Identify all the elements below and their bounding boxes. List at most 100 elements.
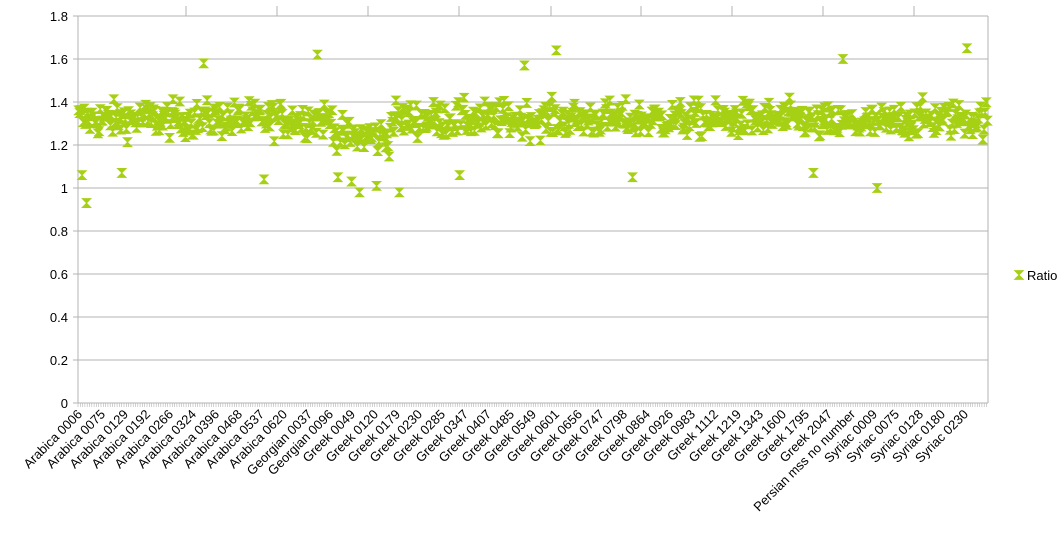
ratio-point [302, 106, 314, 117]
ratio-point [633, 99, 645, 110]
axes [77, 6, 989, 407]
ratio-point [108, 94, 120, 105]
ratio-point [656, 110, 668, 121]
y-tick-label: 0 [61, 396, 68, 411]
ratio-point [258, 174, 270, 185]
ratio-point [174, 96, 186, 107]
ratio-point [814, 130, 826, 141]
ratio-point [455, 120, 467, 130]
ratio-point [867, 104, 879, 115]
ratio-point [197, 122, 209, 133]
ratio-point [268, 136, 280, 147]
ratio-point [318, 99, 330, 110]
ratio-point [670, 120, 682, 131]
ratio-point [807, 168, 819, 178]
ratio-point [620, 94, 632, 105]
y-tick-label: 0.8 [50, 224, 68, 239]
ratio-point [354, 187, 365, 198]
ratio-point [534, 135, 546, 146]
ratio-point [164, 132, 176, 143]
ratio-point [674, 97, 686, 107]
legend-marker-icon [1013, 270, 1025, 280]
ratio-point [327, 137, 339, 147]
y-tick-label: 1.8 [50, 9, 68, 24]
ratio-point [980, 97, 992, 108]
ratio-point [960, 109, 972, 120]
ratio-point [826, 114, 838, 124]
ratio-point [454, 170, 466, 180]
y-tick-label: 0.6 [50, 267, 68, 282]
ratio-point [489, 120, 501, 131]
y-tick-label: 1.4 [50, 95, 68, 110]
ratio-point [977, 134, 989, 145]
ratio-point [390, 95, 402, 106]
ratio-point [553, 125, 565, 136]
ratio-point [191, 98, 203, 109]
ratio-point [846, 109, 858, 120]
ratio-point [635, 126, 646, 137]
ratio-point [898, 127, 910, 138]
ratio-point [542, 116, 554, 126]
ratio-point [198, 58, 210, 69]
y-tick-label: 1.6 [50, 52, 68, 67]
ratio-point [736, 109, 748, 119]
ratio-point [428, 97, 439, 107]
ratio-point [784, 92, 795, 103]
y-tick-label: 0.2 [50, 353, 68, 368]
legend-marker-ratio [1013, 270, 1025, 280]
ratio-point [331, 145, 343, 156]
ratio-point [81, 198, 92, 208]
ratio-point [871, 183, 883, 193]
ratio-point [763, 97, 775, 108]
ratio-point [492, 128, 504, 139]
ratio-point [382, 141, 394, 151]
ratio-point [710, 95, 722, 106]
ratio-point [201, 95, 213, 106]
ratio-point [93, 126, 105, 137]
ratio-point [412, 133, 424, 143]
ratio-point [453, 97, 464, 108]
ratio-point [557, 106, 569, 117]
ratio-point [165, 119, 177, 129]
ratio-point [122, 137, 133, 148]
legend-label-ratio: Ratio [1027, 268, 1057, 283]
ratio-point [604, 95, 616, 106]
ratio-point [837, 54, 849, 64]
ratio-point [311, 49, 323, 60]
ratio-point [546, 91, 558, 102]
legend: Ratio [1013, 268, 1057, 283]
ratio-point [255, 104, 267, 115]
ratio-point [914, 101, 926, 112]
ratio-point [917, 92, 929, 103]
ratio-point [317, 129, 329, 140]
ratio-point [564, 124, 576, 135]
ratio-point [549, 104, 561, 115]
ratio-point [434, 100, 446, 111]
ratio-point [310, 127, 322, 138]
ratio-point [943, 102, 955, 112]
y-axis-tick-labels: 0 0.2 0.4 0.6 0.8 1 1.2 1.4 1.6 1.8 [50, 9, 68, 411]
ratio-point [912, 128, 924, 139]
ratio-point [410, 100, 422, 111]
ratio-point [231, 115, 243, 126]
ratio-point [375, 119, 387, 130]
ratio-point [120, 124, 132, 134]
ratio-point [521, 98, 533, 108]
ratio-point [167, 94, 179, 105]
ratio-point [332, 172, 344, 183]
ratio-point [961, 43, 973, 54]
y-tick-label: 1 [61, 181, 68, 196]
ratio-point [550, 45, 562, 56]
ratio-point [458, 92, 470, 103]
ratio-point [696, 131, 708, 142]
ratio-point [519, 60, 530, 71]
ratio-point [149, 105, 161, 116]
ratio-point [642, 127, 654, 138]
ratio-point [503, 101, 515, 112]
ratio-point [286, 105, 298, 116]
ratio-point [214, 102, 226, 112]
ratio-point [371, 180, 383, 191]
ratio-point [979, 107, 991, 118]
